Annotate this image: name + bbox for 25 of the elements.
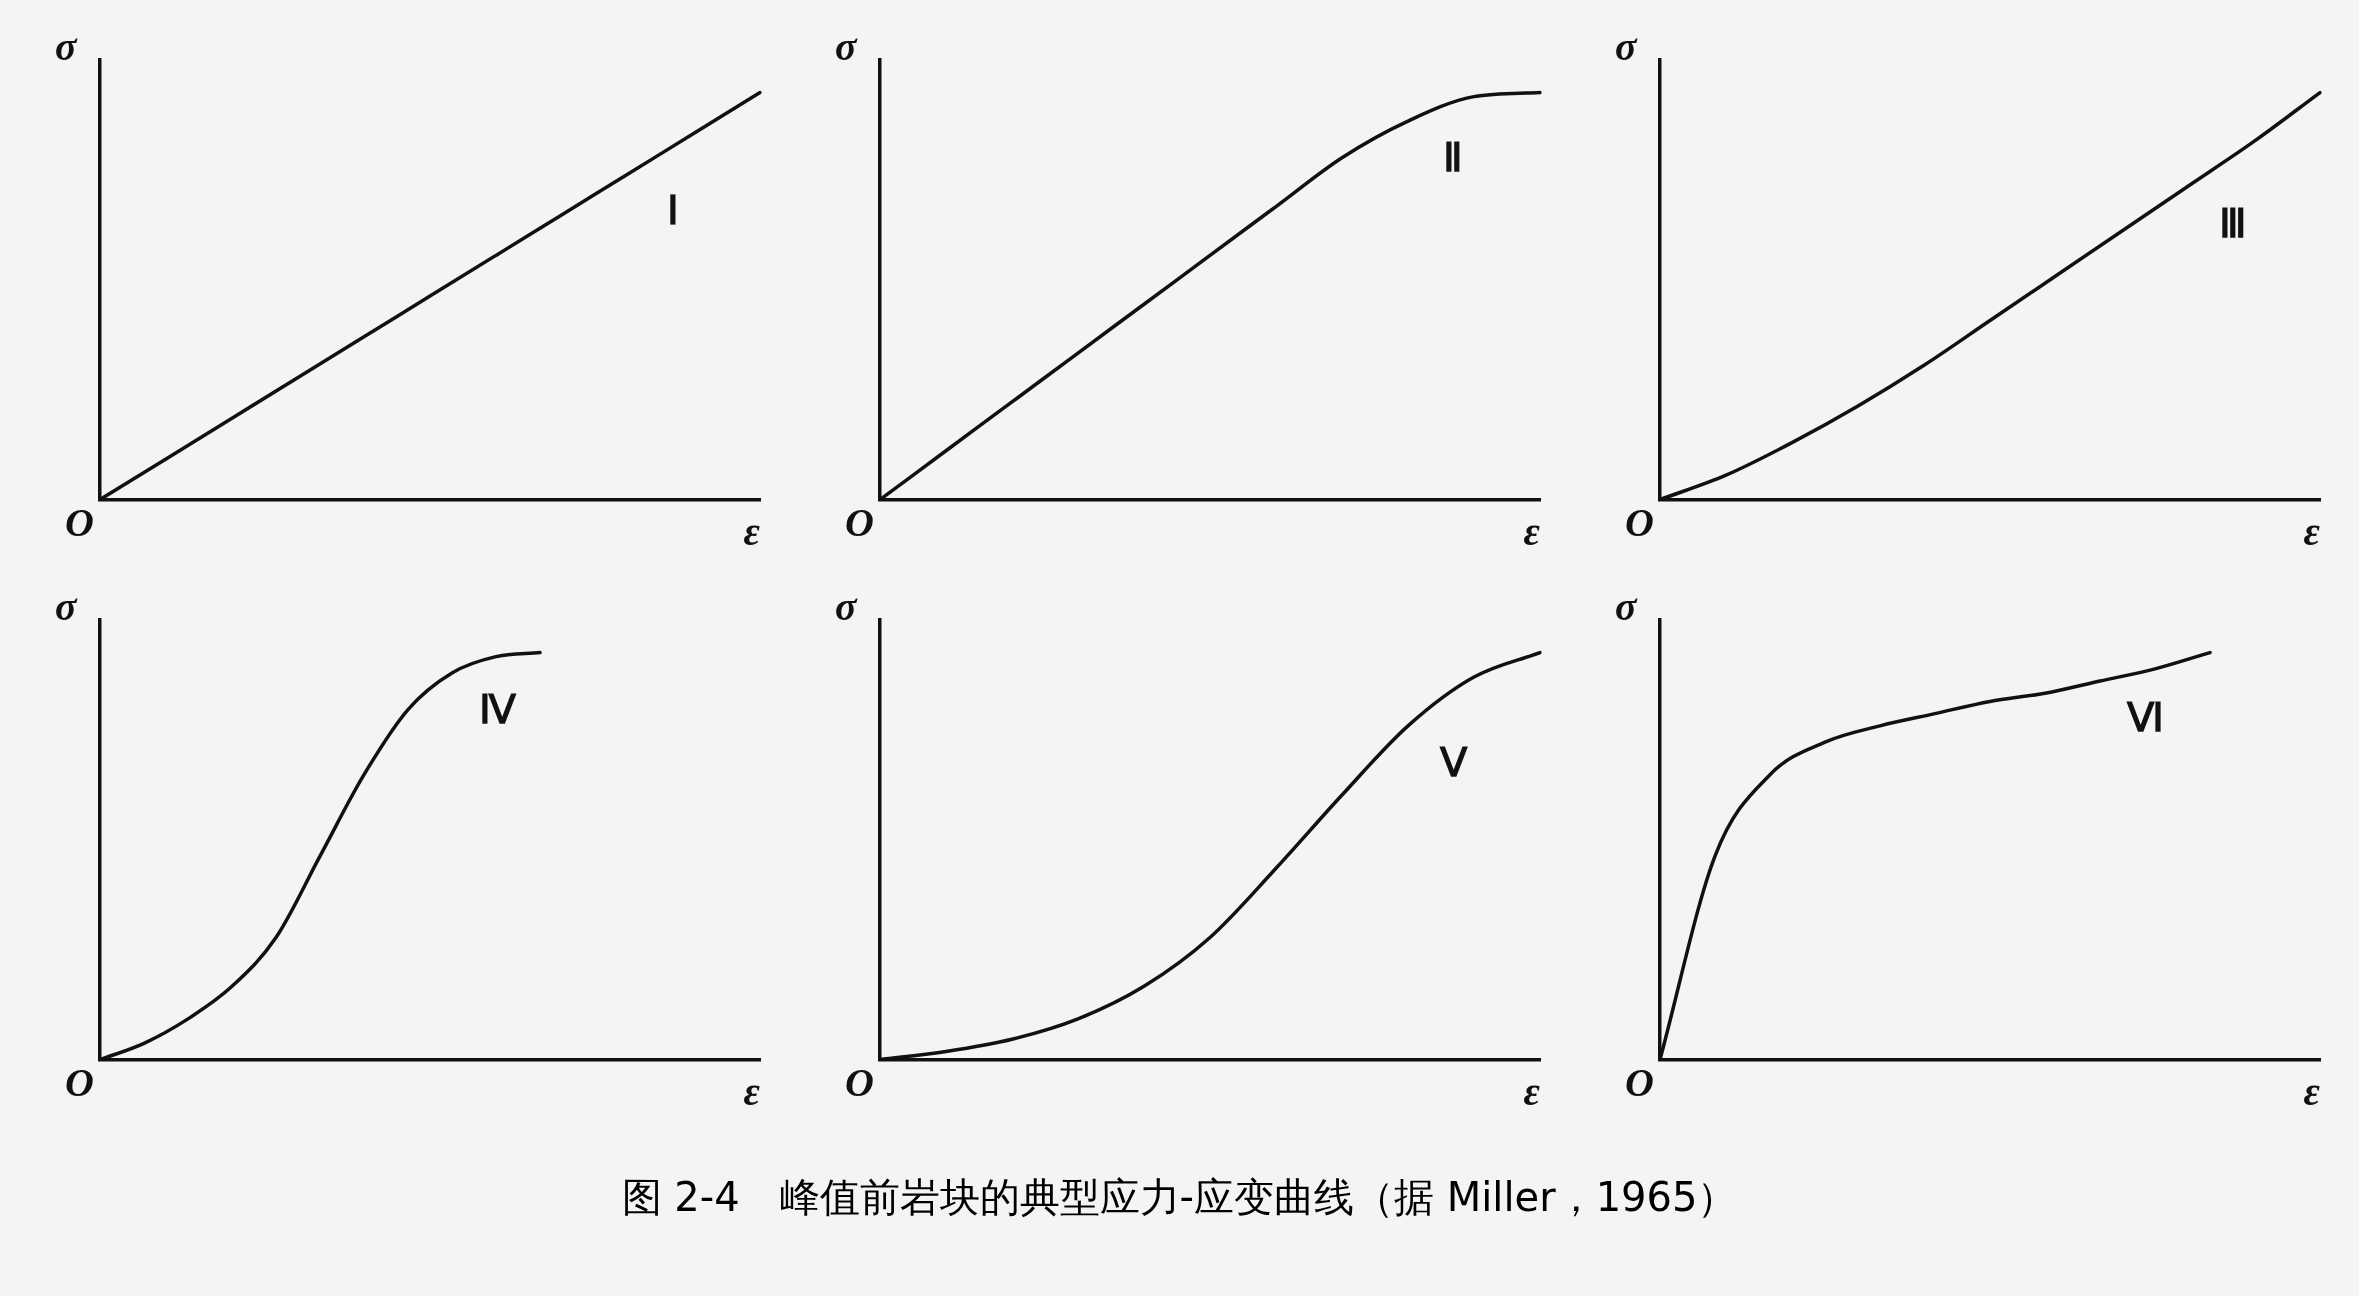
y-axis-title: σ — [1615, 24, 1638, 70]
caption: 图 2-4 峰值前岩块的典型应力-应变曲线（据 Miller，1965） — [620, 1173, 1739, 1222]
series-label: Ⅲ — [2219, 200, 2247, 246]
series-label: Ⅵ — [2125, 695, 2164, 741]
text: O — [1625, 1059, 1654, 1105]
y-axis-title: σ — [835, 24, 858, 70]
x-axis-title: ε — [743, 1068, 761, 1114]
x-axis-title: ε — [2303, 508, 2321, 554]
text: O — [845, 1059, 874, 1105]
y-axis-title: σ — [1615, 584, 1638, 630]
y-axis-title: σ — [55, 584, 78, 630]
text: O — [1625, 499, 1654, 545]
y-axis-title: σ — [55, 24, 78, 70]
text: O — [65, 499, 94, 545]
x-axis-title: ε — [1523, 1068, 1541, 1114]
text: O — [845, 499, 874, 545]
x-axis-title: ε — [743, 508, 761, 554]
y-axis-title: σ — [835, 584, 858, 630]
series-label: Ⅴ — [1438, 740, 1468, 786]
text: O — [65, 1059, 94, 1105]
x-axis-title: ε — [2303, 1068, 2321, 1114]
series-label: Ⅳ — [478, 687, 517, 733]
series-label: Ⅱ — [1443, 135, 1463, 181]
x-axis-title: ε — [1523, 508, 1541, 554]
series-label: Ⅰ — [667, 188, 679, 234]
